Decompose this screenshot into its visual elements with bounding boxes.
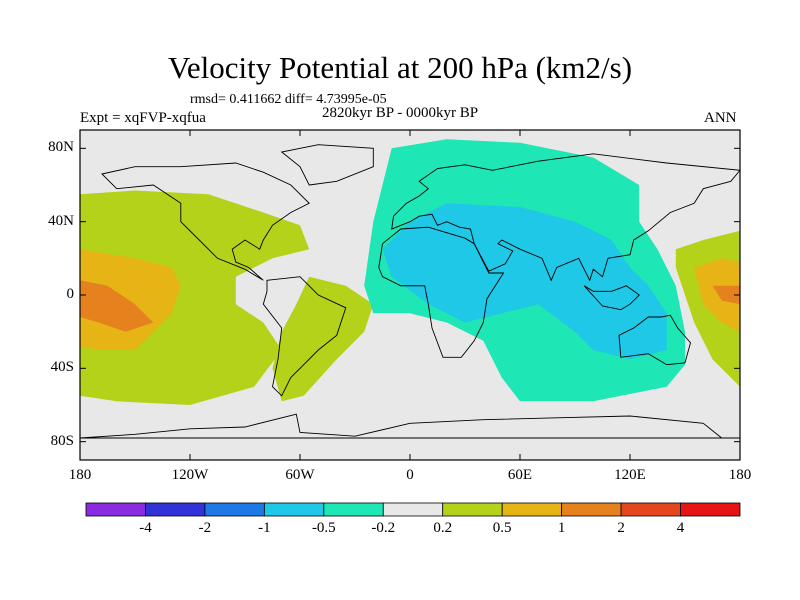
colorbar-swatch: [561, 502, 622, 517]
colorbar-swatch: [680, 502, 741, 517]
y-tick-label: 80S: [50, 432, 74, 449]
colorbar-swatch: [85, 502, 146, 517]
colorbar-label: 0.2: [433, 520, 453, 536]
colorbar-label: 0.5: [492, 520, 512, 536]
greenland-coast: [280, 144, 374, 186]
eurasia-coast: [391, 153, 741, 282]
colorbar-swatch: [382, 502, 444, 517]
chart-title: Velocity Potential at 200 hPa (km2/s): [167, 50, 633, 85]
colorbar-swatch: [620, 502, 681, 517]
y-tick-label: 80N: [48, 139, 74, 156]
westpac-core-region: [712, 285, 740, 305]
season-label: ANN: [704, 110, 737, 126]
y-tick-label: 40N: [48, 212, 74, 229]
period-subtitle: 2820kyr BP - 0000kyr BP: [322, 105, 479, 121]
experiment-label: Expt = xqFVP-xqfua: [80, 110, 206, 126]
colorbar-label: -0.5: [311, 520, 336, 536]
colorbar-label: 2: [617, 520, 625, 536]
colorbar-label: 1: [557, 520, 566, 536]
colorbar-swatch: [323, 502, 384, 517]
indonesia-coast: [583, 285, 640, 311]
pacific-core-region: [80, 280, 154, 332]
x-tick-label: 60E: [507, 467, 533, 483]
colorbar-swatch: [145, 502, 206, 517]
colorbar-swatch: [501, 502, 563, 517]
australia-coast: [618, 314, 691, 366]
colorbar-swatch: [204, 502, 265, 517]
westpac-moderate-region: [694, 258, 740, 332]
colorbar-label: 4: [676, 520, 685, 536]
x-tick-label: 0: [406, 467, 414, 483]
colorbar-label: -1: [258, 520, 271, 536]
x-tick-label: 180: [68, 467, 92, 483]
africa-coast: [378, 226, 505, 358]
colorbar-swatch: [263, 502, 325, 517]
colorbar-label: -0.2: [371, 520, 396, 536]
y-tick-label: 0: [66, 286, 75, 302]
x-tick-label: 60W: [285, 467, 315, 483]
stats-text: rmsd= 0.411662 diff= 4.73995e-05: [190, 92, 387, 107]
x-tick-label: 120W: [171, 467, 209, 483]
y-tick-label: 40S: [50, 359, 74, 376]
africa-asia-core-region: [382, 203, 667, 360]
colorbar-label: -4: [139, 520, 152, 536]
colorbar-swatch: [442, 502, 503, 517]
x-tick-label: 180: [728, 467, 752, 483]
antarctica-coast: [79, 413, 740, 439]
colorbar-label: -2: [198, 520, 212, 536]
south-america-coast: [262, 276, 347, 397]
north-america-coast: [101, 162, 310, 281]
x-tick-label: 120E: [614, 467, 646, 483]
